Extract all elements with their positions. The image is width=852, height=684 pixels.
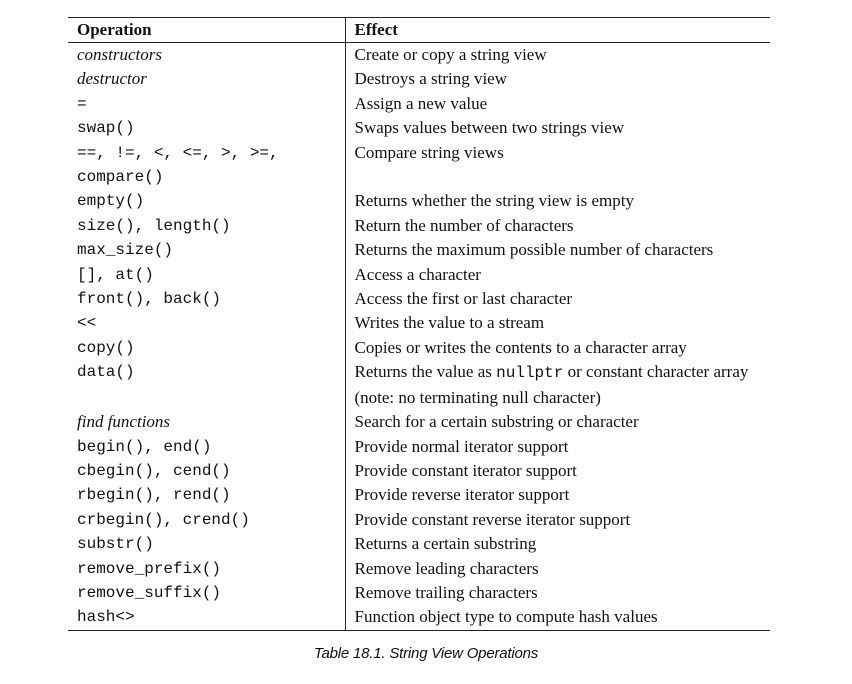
effect-cell: Assign a new value [344, 91, 770, 117]
header-effect: Effect [344, 17, 770, 43]
effect-cell: Returns the maximum possible number of c… [344, 238, 770, 263]
table-body: constructors Create or copy a string view… [68, 42, 770, 631]
effect-cell: Access a character [344, 262, 770, 288]
effect-cell: Returns a certain substring [344, 532, 770, 557]
operation-cell: swap() [77, 119, 135, 138]
effect-cell: Provide constant reverse iterator suppor… [344, 507, 770, 533]
table-row: remove_prefix() Remove leading characters [68, 556, 770, 581]
table-row: copy() Copies or writes the contents to a… [68, 335, 770, 361]
table-row: remove_suffix() Remove trailing character… [68, 580, 770, 606]
table-row: constructors Create or copy a string view [68, 42, 770, 68]
table-row: swap() Swaps values between two strings v… [68, 116, 770, 141]
table-row: = Assign a new value [68, 91, 770, 117]
effect-cell: Remove trailing characters [344, 580, 770, 606]
effect-cell: Returns the value as nullptr or constant… [344, 360, 770, 411]
header-operation: Operation [68, 17, 345, 43]
operation-cell: crbegin(), crend() [77, 510, 250, 529]
table-row: data() Returns the value as nullptr or co… [68, 360, 770, 411]
table-row: size(), length() Return the number of cha… [68, 213, 770, 239]
operation-cell: copy() [77, 338, 135, 357]
table-row: begin(), end() Provide normal iterator su… [68, 434, 770, 459]
table-row: front(), back() Access the first or last … [68, 287, 770, 312]
operation-cell: [], at() [77, 265, 154, 284]
effect-cell: Search for a certain substring or charac… [344, 410, 770, 435]
effect-cell: Copies or writes the contents to a chara… [344, 335, 770, 361]
effect-cell: Provide reverse iterator support [344, 483, 770, 508]
table-row: substr() Returns a certain substring [68, 532, 770, 557]
effect-cell: Function object type to compute hash val… [344, 605, 770, 631]
effect-cell: Writes the value to a stream [344, 311, 770, 336]
effect-cell: Destroys a string view [344, 67, 770, 92]
string-view-operations-table: Operation Effect constructors Create or c… [68, 17, 770, 631]
table-row: empty() Returns whether the string view i… [68, 189, 770, 214]
operation-cell: size(), length() [77, 216, 231, 235]
operation-cell: remove_prefix() [77, 559, 222, 578]
operation-cell: cbegin(), cend() [77, 461, 231, 480]
table-row: find functions Search for a certain subst… [68, 410, 770, 435]
table-row: crbegin(), crend() Provide constant rever… [68, 507, 770, 533]
table-row: ==, !=, <, <=, >, >=, compare() Compare s… [68, 140, 770, 190]
operation-cell: << [77, 314, 97, 333]
operation-cell: find functions [77, 412, 171, 432]
effect-text-fragment: or constant character array (note: no te… [354, 362, 749, 407]
effect-cell: Compare string views [344, 140, 770, 190]
operation-cell: front(), back() [77, 290, 222, 309]
table-caption: Table 18.1. String View Operations [313, 645, 539, 662]
effect-cell: Return the number of characters [344, 213, 770, 239]
operation-cell: ==, !=, <, <=, >, >=, compare() [77, 143, 279, 187]
effect-cell: Swaps values between two strings view [344, 116, 770, 141]
effect-cell: Access the first or last character [344, 287, 770, 312]
table-header-row: Operation Effect [68, 17, 770, 43]
table-row: hash<> Function object type to compute ha… [68, 605, 770, 631]
effect-cell: Remove leading characters [344, 556, 770, 581]
effect-cell: Provide normal iterator support [344, 434, 770, 459]
operation-cell: begin(), end() [77, 437, 212, 456]
table-row: cbegin(), cend() Provide constant iterato… [68, 458, 770, 484]
table-row: max_size() Returns the maximum possible n… [68, 238, 770, 263]
operation-cell: = [77, 94, 87, 113]
operation-cell: destructor [77, 69, 147, 89]
table-row: destructor Destroys a string view [68, 67, 770, 92]
operation-cell: remove_suffix() [77, 583, 222, 602]
operation-cell: hash<> [68, 605, 345, 631]
operation-cell: substr() [77, 535, 154, 554]
table-row: [], at() Access a character [68, 262, 770, 288]
effect-code-fragment: nullptr [496, 364, 564, 383]
effect-cell: Returns whether the string view is empty [344, 189, 770, 214]
operation-cell: max_size() [77, 241, 174, 260]
table-row: << Writes the value to a stream [68, 311, 770, 336]
operations-table-container: Operation Effect constructors Create or c… [68, 17, 770, 631]
operation-cell: empty() [77, 192, 145, 211]
operation-cell: data() [77, 363, 135, 382]
effect-text-fragment: Returns the value as [354, 362, 497, 382]
table-row: rbegin(), rend() Provide reverse iterator… [68, 483, 770, 508]
operation-cell: rbegin(), rend() [77, 486, 231, 505]
effect-cell: Provide constant iterator support [344, 458, 770, 484]
effect-cell: Create or copy a string view [344, 42, 770, 68]
operation-cell: constructors [77, 45, 162, 64]
